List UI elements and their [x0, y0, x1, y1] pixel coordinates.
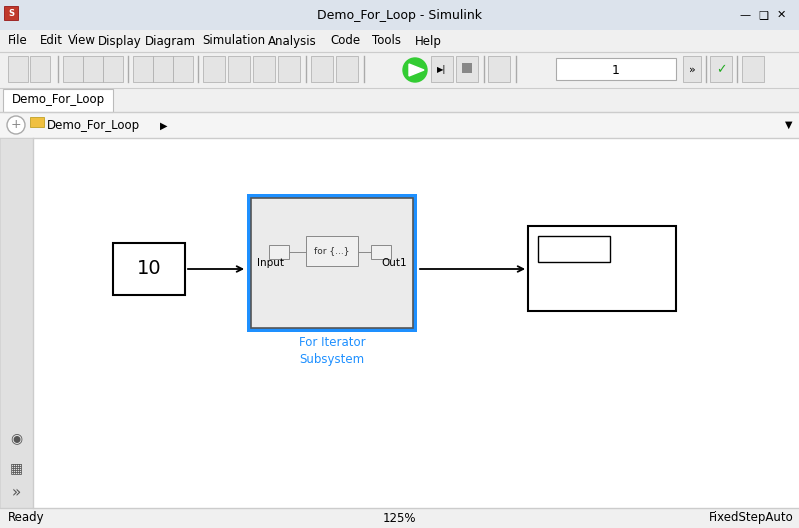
Text: Display: Display: [98, 34, 141, 48]
Bar: [5, 216, 27, 236]
Bar: [5, 251, 27, 271]
Bar: [30, 117, 44, 127]
Bar: [0, 138, 33, 508]
Bar: [0, 88, 799, 112]
Text: 10: 10: [137, 259, 161, 278]
Bar: [153, 56, 173, 82]
Bar: [0, 52, 799, 88]
Bar: [251, 198, 413, 328]
Bar: [203, 56, 225, 82]
Bar: [528, 226, 676, 311]
Bar: [3, 89, 113, 112]
Bar: [5, 146, 27, 166]
Bar: [431, 56, 453, 82]
Text: ▼: ▼: [785, 120, 793, 130]
Bar: [83, 56, 103, 82]
Text: Demo_For_Loop: Demo_For_Loop: [47, 119, 140, 133]
Text: Code: Code: [330, 34, 360, 48]
Bar: [538, 236, 610, 262]
Text: View: View: [68, 34, 96, 48]
Bar: [63, 56, 83, 82]
Bar: [0, 0, 799, 30]
Bar: [173, 56, 193, 82]
Bar: [278, 56, 300, 82]
Text: 125%: 125%: [383, 512, 416, 524]
Bar: [683, 56, 701, 82]
Text: Simulation: Simulation: [202, 34, 265, 48]
Text: Demo_For_Loop - Simulink: Demo_For_Loop - Simulink: [317, 8, 482, 22]
Bar: [0, 112, 799, 138]
Bar: [306, 236, 358, 266]
Text: Tools: Tools: [372, 34, 401, 48]
Text: for {...}: for {...}: [314, 247, 350, 256]
Circle shape: [7, 116, 25, 134]
Text: File: File: [8, 34, 28, 48]
Circle shape: [403, 58, 427, 82]
Text: —: —: [739, 10, 750, 20]
Text: »: »: [689, 65, 695, 75]
Bar: [336, 56, 358, 82]
Bar: [556, 58, 676, 80]
Text: Edit: Edit: [40, 34, 63, 48]
Bar: [247, 194, 417, 332]
Text: +: +: [10, 118, 22, 131]
Text: FixedStepAuto: FixedStepAuto: [710, 512, 794, 524]
Bar: [5, 321, 27, 341]
Bar: [133, 56, 153, 82]
Bar: [371, 245, 391, 259]
Bar: [8, 56, 28, 82]
Text: Ready: Ready: [8, 512, 45, 524]
Polygon shape: [409, 64, 424, 76]
Text: Input: Input: [257, 258, 284, 268]
Bar: [113, 243, 185, 295]
Text: For Iterator
Subsystem: For Iterator Subsystem: [299, 336, 365, 366]
Text: Analysis: Analysis: [268, 34, 316, 48]
Text: ✓: ✓: [716, 63, 726, 77]
Bar: [742, 56, 764, 82]
Text: ◉: ◉: [10, 431, 22, 445]
Bar: [5, 181, 27, 201]
Bar: [462, 63, 472, 73]
Bar: [4, 6, 18, 20]
Bar: [228, 56, 250, 82]
Text: 1: 1: [612, 63, 620, 77]
Text: Out1: Out1: [381, 258, 407, 268]
Bar: [33, 138, 799, 508]
Text: ✕: ✕: [777, 10, 785, 20]
Text: Help: Help: [415, 34, 442, 48]
Bar: [253, 56, 275, 82]
Bar: [311, 56, 333, 82]
Text: S: S: [8, 8, 14, 17]
Bar: [269, 245, 289, 259]
Text: »: »: [11, 486, 21, 501]
Text: Diagram: Diagram: [145, 34, 196, 48]
Bar: [0, 508, 799, 528]
Text: ▶: ▶: [160, 121, 168, 131]
Bar: [488, 56, 510, 82]
Bar: [0, 30, 799, 52]
Bar: [30, 56, 50, 82]
Bar: [710, 56, 732, 82]
Bar: [103, 56, 123, 82]
Text: Demo_For_Loop: Demo_For_Loop: [11, 93, 105, 107]
Bar: [456, 56, 478, 82]
Text: ▦: ▦: [10, 461, 22, 475]
Text: ▶|: ▶|: [437, 65, 447, 74]
Bar: [5, 286, 27, 306]
Text: ❑: ❑: [758, 10, 768, 20]
